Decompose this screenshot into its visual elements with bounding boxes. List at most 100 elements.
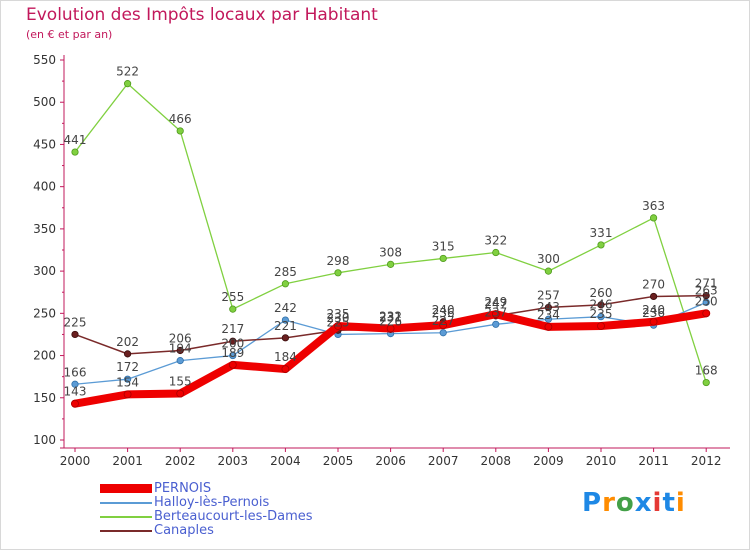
- x-tick-label: 2003: [218, 454, 249, 468]
- data-point-canaples: [229, 337, 237, 345]
- chart-subtitle: (en € et par an): [26, 28, 113, 41]
- y-tick-label: 450: [33, 137, 56, 151]
- data-point-halloy-l-s-pernois: [544, 315, 553, 323]
- data-point-pernois: [176, 389, 185, 398]
- data-point-halloy-l-s-pernois: [597, 313, 605, 321]
- data-point-berteaucourt-les-dames: [492, 248, 500, 257]
- data-point-berteaucourt-les-dames: [702, 378, 710, 387]
- logo-letter: t: [662, 488, 676, 518]
- logo-letter: o: [615, 488, 635, 518]
- data-label-halloy-l-s-pernois: 225: [327, 315, 350, 329]
- data-label-berteaucourt-les-dames: 466: [169, 112, 192, 126]
- data-point-berteaucourt-les-dames: [229, 305, 237, 313]
- legend-label-pernois: PERNOIS: [154, 481, 212, 496]
- data-point-canaples: [71, 330, 79, 339]
- legend-swatch-berteaucourt: [100, 516, 152, 518]
- data-point-canaples: [702, 291, 710, 300]
- data-label-halloy-l-s-pernois: 226: [379, 315, 402, 329]
- y-tick-label: 200: [33, 349, 56, 363]
- data-point-pernois: [123, 390, 132, 399]
- data-label-canaples: 240: [432, 303, 455, 317]
- y-tick-label: 100: [33, 433, 56, 447]
- x-tick-label: 2000: [60, 454, 91, 468]
- legend-label-berteaucourt: Berteaucourt-les-Dames: [154, 509, 313, 524]
- data-label-canaples: 247: [484, 297, 507, 311]
- data-point-canaples: [281, 334, 289, 342]
- data-label-pernois: 232: [379, 310, 402, 324]
- data-label-canaples: 260: [590, 286, 613, 300]
- legend-swatch-halloy: [100, 502, 152, 504]
- y-tick-label: 350: [33, 222, 56, 236]
- data-label-berteaucourt-les-dames: 315: [432, 239, 455, 253]
- y-tick-label: 250: [33, 306, 56, 320]
- data-label-canaples: 270: [642, 277, 665, 291]
- y-tick-label: 500: [33, 95, 56, 109]
- data-label-canaples: 202: [116, 335, 139, 349]
- data-point-pernois: [649, 317, 658, 326]
- data-label-berteaucourt-les-dames: 522: [116, 65, 139, 79]
- data-label-berteaucourt-les-dames: 298: [327, 254, 350, 268]
- data-point-pernois: [702, 309, 711, 318]
- data-label-berteaucourt-les-dames: 441: [64, 133, 87, 147]
- data-label-pernois: 249: [484, 295, 507, 309]
- data-label-canaples: 230: [327, 311, 350, 325]
- data-point-pernois: [491, 310, 500, 319]
- data-point-berteaucourt-les-dames: [439, 254, 447, 263]
- data-label-canaples: 257: [537, 288, 560, 302]
- data-label-berteaucourt-les-dames: 308: [379, 245, 402, 259]
- data-point-berteaucourt-les-dames: [71, 148, 79, 156]
- data-point-berteaucourt-les-dames: [386, 260, 395, 268]
- data-point-pernois: [71, 399, 79, 408]
- data-label-halloy-l-s-pernois: 246: [590, 298, 613, 312]
- x-tick-label: 2008: [481, 454, 512, 468]
- data-point-canaples: [649, 292, 658, 301]
- data-label-canaples: 206: [169, 331, 192, 345]
- data-point-canaples: [597, 301, 605, 309]
- data-label-halloy-l-s-pernois: 194: [169, 342, 192, 356]
- data-point-canaples: [176, 346, 184, 355]
- x-tick-label: 2009: [533, 454, 564, 468]
- data-label-pernois: 235: [590, 307, 613, 321]
- data-label-pernois: 235: [327, 307, 350, 321]
- data-point-halloy-l-s-pernois: [492, 320, 500, 328]
- y-tick-label: 550: [33, 53, 56, 67]
- data-label-halloy-l-s-pernois: 200: [221, 337, 244, 351]
- data-label-pernois: 143: [64, 385, 87, 399]
- data-label-pernois: 184: [274, 350, 297, 364]
- data-label-pernois: 189: [221, 346, 244, 360]
- data-label-berteaucourt-les-dames: 168: [695, 364, 718, 378]
- logo-letter: P: [582, 488, 603, 518]
- data-label-halloy-l-s-pernois: 166: [64, 365, 87, 379]
- x-tick-label: 2010: [586, 454, 617, 468]
- data-point-berteaucourt-les-dames: [597, 241, 605, 249]
- data-label-berteaucourt-les-dames: 255: [221, 290, 244, 304]
- logo-letter: i: [675, 488, 686, 518]
- x-tick-label: 2006: [375, 454, 406, 468]
- data-label-pernois: 236: [432, 306, 455, 320]
- x-tick-label: 2012: [691, 454, 722, 468]
- data-point-halloy-l-s-pernois: [71, 380, 79, 388]
- legend-label-canaples: Canaples: [154, 523, 214, 538]
- data-point-halloy-l-s-pernois: [176, 357, 184, 365]
- data-label-berteaucourt-les-dames: 322: [484, 234, 507, 248]
- data-point-berteaucourt-les-dames: [649, 214, 658, 222]
- y-tick-label: 150: [33, 391, 56, 405]
- data-point-pernois: [334, 322, 342, 330]
- data-point-berteaucourt-les-dames: [334, 269, 342, 277]
- proxiti-logo: Proxiti: [582, 488, 686, 518]
- data-label-canaples: 225: [64, 315, 87, 329]
- data-point-berteaucourt-les-dames: [544, 267, 553, 275]
- legend-swatch-canaples: [100, 530, 152, 532]
- data-label-berteaucourt-les-dames: 300: [537, 252, 560, 266]
- data-point-pernois: [544, 322, 553, 331]
- data-label-canaples: 221: [274, 319, 297, 333]
- x-tick-label: 2007: [428, 454, 459, 468]
- data-label-halloy-l-s-pernois: 236: [642, 306, 665, 320]
- x-tick-label: 2005: [323, 454, 354, 468]
- data-label-canaples: 217: [221, 322, 244, 336]
- data-point-pernois: [597, 322, 605, 330]
- data-label-canaples: 231: [379, 310, 402, 324]
- data-label-halloy-l-s-pernois: 227: [432, 314, 455, 328]
- logo-letter: r: [602, 488, 616, 518]
- data-point-halloy-l-s-pernois: [281, 316, 289, 324]
